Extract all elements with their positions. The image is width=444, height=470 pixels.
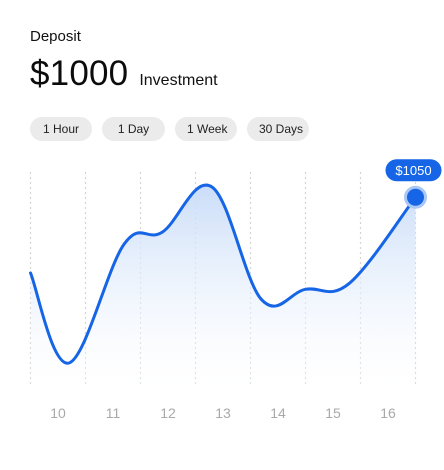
highlight-point[interactable] [404, 185, 427, 209]
deposit-label: Deposit [30, 28, 81, 45]
range-1-day-button[interactable]: 1 Day [102, 117, 165, 141]
x-tick-label: 13 [215, 405, 231, 421]
investment-label: Investment [139, 72, 218, 89]
x-tick-label: 14 [270, 405, 286, 421]
x-tick-label: 10 [50, 405, 66, 421]
tooltip-bubble [385, 159, 442, 182]
chart-area [30, 185, 416, 384]
x-tick-label: 15 [325, 405, 341, 421]
range-30-days-button[interactable]: 30 Days [247, 117, 309, 141]
x-tick-label: 12 [160, 405, 176, 421]
range-1-hour-button[interactable]: 1 Hour [30, 117, 92, 141]
x-tick-label: 11 [106, 405, 121, 421]
amount-row: $1000 Investment [30, 54, 218, 94]
deposit-amount: $1000 [30, 54, 129, 93]
x-tick-label: 16 [380, 405, 396, 421]
range-selector: 1 Hour 1 Day 1 Week 30 Days [30, 117, 309, 141]
value-tooltip: $1050 [385, 159, 442, 182]
range-1-week-button[interactable]: 1 Week [175, 117, 237, 141]
tooltip-value: $1050 [395, 163, 431, 178]
chart-x-axis: 10 11 12 13 14 15 16 [50, 405, 396, 421]
chart-line [29, 183, 417, 365]
